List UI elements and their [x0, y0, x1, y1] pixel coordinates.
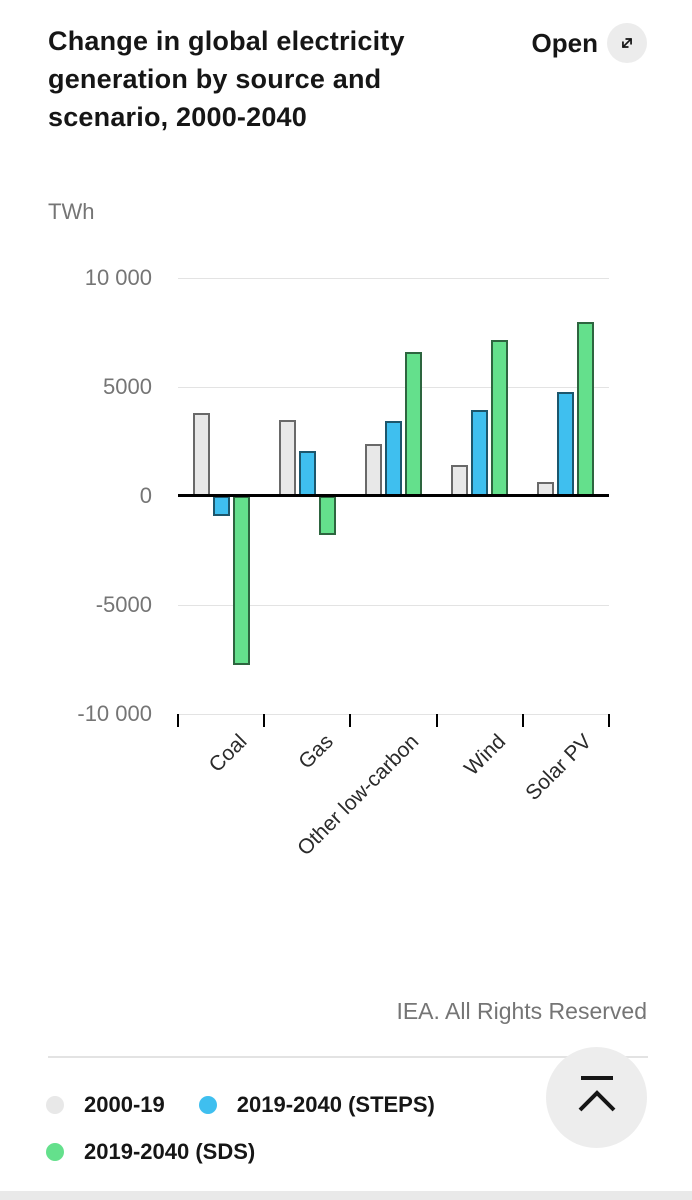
scroll-to-top-icon	[574, 1073, 620, 1122]
gridline	[178, 277, 609, 279]
x-axis-tick	[263, 714, 266, 727]
legend-dot-icon	[46, 1143, 64, 1161]
chart-title: Change in global electricity generation …	[48, 26, 405, 132]
legend-item-2[interactable]: 2019-2040 (SDS)	[46, 1139, 255, 1165]
bar-gas-series-2[interactable]	[318, 496, 336, 536]
legend-label: 2019-2040 (STEPS)	[236, 1092, 435, 1117]
bar-coal-series-0[interactable]	[192, 413, 210, 496]
scroll-to-top-button[interactable]	[546, 1047, 647, 1148]
bar-other-low-carbon-series-0[interactable]	[365, 443, 382, 496]
legend-dot-icon	[46, 1096, 64, 1114]
chart-legend: 2000-19 2019-2040 (STEPS) 2019-2040 (SDS)	[46, 1092, 526, 1165]
gridline	[178, 713, 609, 715]
x-axis-tick	[349, 714, 352, 727]
x-axis-category-label: Wind	[459, 730, 510, 781]
bar-coal-series-1[interactable]	[212, 496, 230, 516]
bar-solar-pv-series-1[interactable]	[557, 392, 575, 496]
x-axis-category-label: Coal	[204, 730, 252, 777]
open-button-label[interactable]: Open	[531, 27, 598, 58]
y-axis-tick-label: -10 000	[77, 701, 152, 726]
bar-other-low-carbon-series-2[interactable]	[405, 352, 422, 496]
bar-other-low-carbon-series-1[interactable]	[385, 420, 402, 496]
x-axis-tick	[521, 714, 524, 727]
x-axis-tick	[177, 714, 179, 727]
legend-dot-icon	[198, 1096, 217, 1114]
gridline	[178, 604, 609, 606]
bar-gas-series-1[interactable]	[298, 451, 316, 496]
divider	[48, 1056, 648, 1058]
gridline	[178, 386, 609, 388]
zero-axis-line	[178, 494, 609, 497]
legend-item-1[interactable]: 2019-2040 (STEPS)	[198, 1092, 435, 1118]
expand-diagonal-icon[interactable]	[607, 23, 647, 63]
bottom-divider-strip	[0, 1191, 692, 1200]
legend-label: 2019-2040 (SDS)	[84, 1139, 256, 1164]
bar-wind-series-2[interactable]	[491, 340, 509, 496]
x-axis-category-label: Solar PV	[521, 730, 597, 805]
bar-wind-series-1[interactable]	[471, 409, 489, 496]
x-axis-category-label: Gas	[294, 730, 338, 774]
y-axis-tick-label: -5000	[95, 592, 152, 617]
y-axis-tick-label: 0	[139, 483, 152, 508]
y-axis-tick-label: 10 000	[84, 265, 152, 290]
y-axis-tick-label: 5000	[103, 374, 152, 399]
legend-item-0[interactable]: 2000-19	[46, 1092, 165, 1118]
bar-chart: TWh 10 000 5000 0 -5000 -10 000 Coal Gas Other …	[48, 199, 610, 860]
bar-coal-series-2[interactable]	[232, 496, 250, 665]
copyright-text: IEA. All Rights Reserved	[396, 998, 647, 1024]
bar-gas-series-0[interactable]	[278, 419, 296, 496]
x-axis-tick	[608, 714, 610, 727]
bar-solar-pv-series-2[interactable]	[577, 321, 595, 496]
x-axis-tick	[435, 714, 438, 727]
open-button[interactable]: Open	[532, 23, 647, 63]
bar-wind-series-0[interactable]	[451, 465, 469, 496]
y-axis-unit-label: TWh	[48, 199, 95, 224]
legend-label: 2000-19	[84, 1092, 165, 1117]
